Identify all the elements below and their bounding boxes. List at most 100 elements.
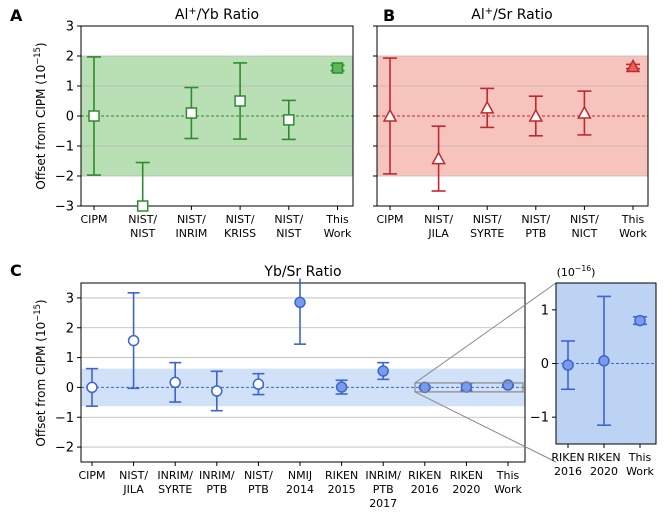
x-tick-label: NIST xyxy=(130,227,155,240)
x-tick-label: NIST/ xyxy=(119,469,148,482)
data-point xyxy=(331,62,344,74)
x-tick-label: INRIM xyxy=(175,227,207,240)
data-point xyxy=(502,379,514,391)
x-tick-label: 2014 xyxy=(286,483,314,496)
x-tick-label: JILA xyxy=(122,483,144,496)
panel-b-title: Al+/Sr Ratio xyxy=(471,6,552,23)
y-tick-label: 1 xyxy=(66,351,74,366)
data-point xyxy=(127,334,140,347)
zoom-box xyxy=(414,382,524,393)
data-point xyxy=(382,108,398,122)
data-point xyxy=(335,381,348,393)
x-tick-label: Work xyxy=(494,483,522,496)
x-tick-label: 2020 xyxy=(452,483,480,496)
panel-b-label: B xyxy=(383,6,395,25)
data-point xyxy=(562,359,574,371)
data-point xyxy=(136,200,149,212)
data-point xyxy=(577,105,592,119)
x-tick-label: This xyxy=(628,451,652,464)
plot-frame xyxy=(80,282,526,463)
x-tick-label: 2017 xyxy=(369,497,397,510)
x-tick-label: NIST/ xyxy=(473,213,502,226)
x-tick-label: NIST/ xyxy=(244,469,273,482)
x-tick-label: 2016 xyxy=(554,465,582,478)
panel-a-title: Al+/Yb Ratio xyxy=(175,6,259,23)
x-tick-label: 2020 xyxy=(590,465,618,478)
x-tick-label: SYRTE xyxy=(158,483,192,496)
x-tick-label: NIST xyxy=(276,227,301,240)
x-tick-label: PTB xyxy=(248,483,269,496)
inset-unit-label: (10−16) xyxy=(557,264,596,279)
y-tick-label: 3 xyxy=(66,291,74,306)
x-tick-label: PTB xyxy=(373,483,394,496)
panel-a-ylabel: Offset from CIPM (10−15) xyxy=(32,42,48,189)
panel-c-ylabel: Offset from CIPM (10−15) xyxy=(32,299,48,446)
panel-c-title: Yb/Sr Ratio xyxy=(263,264,341,280)
data-point xyxy=(460,381,473,393)
y-tick-label: 3 xyxy=(66,20,74,35)
data-point xyxy=(88,110,100,122)
x-tick-label: CIPM xyxy=(80,213,107,226)
x-tick-label: Work xyxy=(324,227,352,240)
x-tick-label: NIST/ xyxy=(128,213,157,226)
x-tick-label: NIST/ xyxy=(570,213,599,226)
data-point xyxy=(377,365,389,377)
y-tick-label: 0 xyxy=(541,357,549,372)
zoom-connector xyxy=(414,282,557,384)
x-tick-label: KRISS xyxy=(224,227,256,240)
data-point xyxy=(419,381,431,394)
data-point xyxy=(634,314,646,327)
y-tick-label: −1 xyxy=(530,411,549,426)
x-tick-label: NICT xyxy=(571,227,597,240)
x-tick-label: Work xyxy=(626,465,654,478)
data-point xyxy=(252,378,265,390)
x-tick-label: CIPM xyxy=(78,469,105,482)
data-point xyxy=(185,107,198,119)
x-tick-label: RIKEN xyxy=(450,469,483,482)
data-point xyxy=(86,381,98,394)
x-tick-label: This xyxy=(621,213,645,226)
x-tick-label: NIST/ xyxy=(226,213,255,226)
panel-c: −2 −1 0 1 2 3 CIPM NIST/JILA INRIM/SYRTE INRIM/PT… xyxy=(10,261,557,510)
x-tick-label: NIST/ xyxy=(274,213,303,226)
x-tick-label: NIST/ xyxy=(521,213,550,226)
x-tick-label: 2015 xyxy=(328,483,356,496)
x-tick-label: INRIM/ xyxy=(199,469,235,482)
x-tick-label: JILA xyxy=(427,227,449,240)
data-point xyxy=(479,100,495,114)
y-tick-label: −1 xyxy=(55,411,74,426)
x-tick-label: PTB xyxy=(206,483,227,496)
x-tick-label: RIKEN xyxy=(587,451,620,464)
y-tick-label: −1 xyxy=(55,140,74,155)
x-tick-label: PTB xyxy=(525,227,546,240)
y-tick-label: 1 xyxy=(541,303,549,318)
data-point xyxy=(598,355,610,367)
x-tick-label: RIKEN xyxy=(408,469,441,482)
y-tick-label: 0 xyxy=(66,381,74,396)
panel-b: CIPM NIST/JILANIST/SYRTENIST/PTBNIST/NICT… xyxy=(373,6,649,240)
zoom-connector xyxy=(414,391,557,463)
x-tick-label: NMIJ xyxy=(288,469,312,482)
y-tick-label: 2 xyxy=(66,50,74,65)
data-point xyxy=(234,95,246,107)
x-tick-label: RIKEN xyxy=(325,469,358,482)
y-tick-label: −2 xyxy=(55,170,74,185)
x-tick-label: NIST/ xyxy=(424,213,453,226)
x-tick-label: Work xyxy=(619,227,647,240)
panel-a-label: A xyxy=(10,6,23,25)
data-point xyxy=(169,376,181,389)
panel-c-label: C xyxy=(10,261,22,280)
data-point xyxy=(294,296,306,309)
y-tick-label: 0 xyxy=(66,110,74,125)
x-tick-label: NIST/ xyxy=(177,213,206,226)
y-tick-label: 2 xyxy=(66,321,74,336)
x-tick-label: INRIM/ xyxy=(365,469,401,482)
x-tick-label: CIPM xyxy=(376,213,403,226)
x-tick-label: RIKEN xyxy=(551,451,584,464)
y-tick-label: −2 xyxy=(55,441,74,456)
x-tick-label: This xyxy=(496,469,520,482)
y-tick-label: 1 xyxy=(66,80,74,95)
